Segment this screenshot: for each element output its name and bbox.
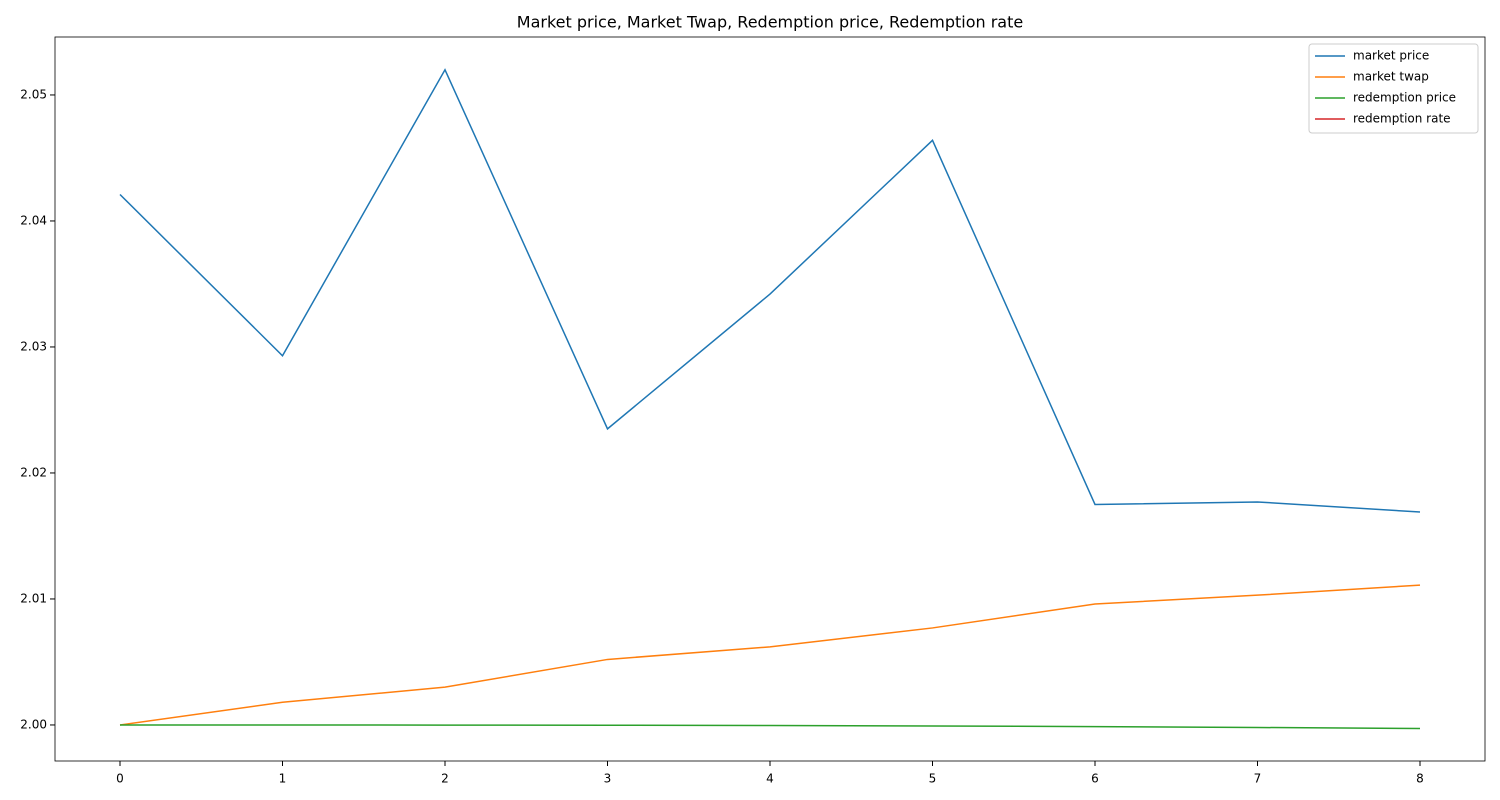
x-tick-label: 2 <box>441 772 449 786</box>
series-line <box>119 584 1421 726</box>
y-tick-label: 2.02 <box>20 465 47 479</box>
x-tick-label: 0 <box>116 772 124 786</box>
x-tick-label: 3 <box>604 772 612 786</box>
series-line <box>120 724 1421 730</box>
y-tick-label: 2.05 <box>20 87 47 101</box>
legend-box <box>1308 43 1479 134</box>
x-tick-label: 1 <box>279 772 287 786</box>
legend-label: market price <box>1353 49 1429 63</box>
x-tick-label: 5 <box>929 772 937 786</box>
x-tick-label: 8 <box>1416 772 1424 786</box>
y-tick-label: 2.00 <box>20 717 47 731</box>
x-tick-label: 6 <box>1091 772 1099 786</box>
y-tick-label: 2.01 <box>20 591 47 605</box>
series-line <box>119 68 1421 513</box>
y-tick-label: 2.04 <box>20 213 47 227</box>
x-tick-label: 4 <box>766 772 774 786</box>
plot-frame <box>54 36 1486 762</box>
x-tick-label: 7 <box>1254 772 1262 786</box>
legend-label: redemption price <box>1353 91 1456 105</box>
chart-title: Market price, Market Twap, Redemption pr… <box>517 13 1023 32</box>
legend-label: market twap <box>1353 70 1429 84</box>
y-tick-label: 2.03 <box>20 339 47 353</box>
legend-label: redemption rate <box>1353 112 1451 126</box>
